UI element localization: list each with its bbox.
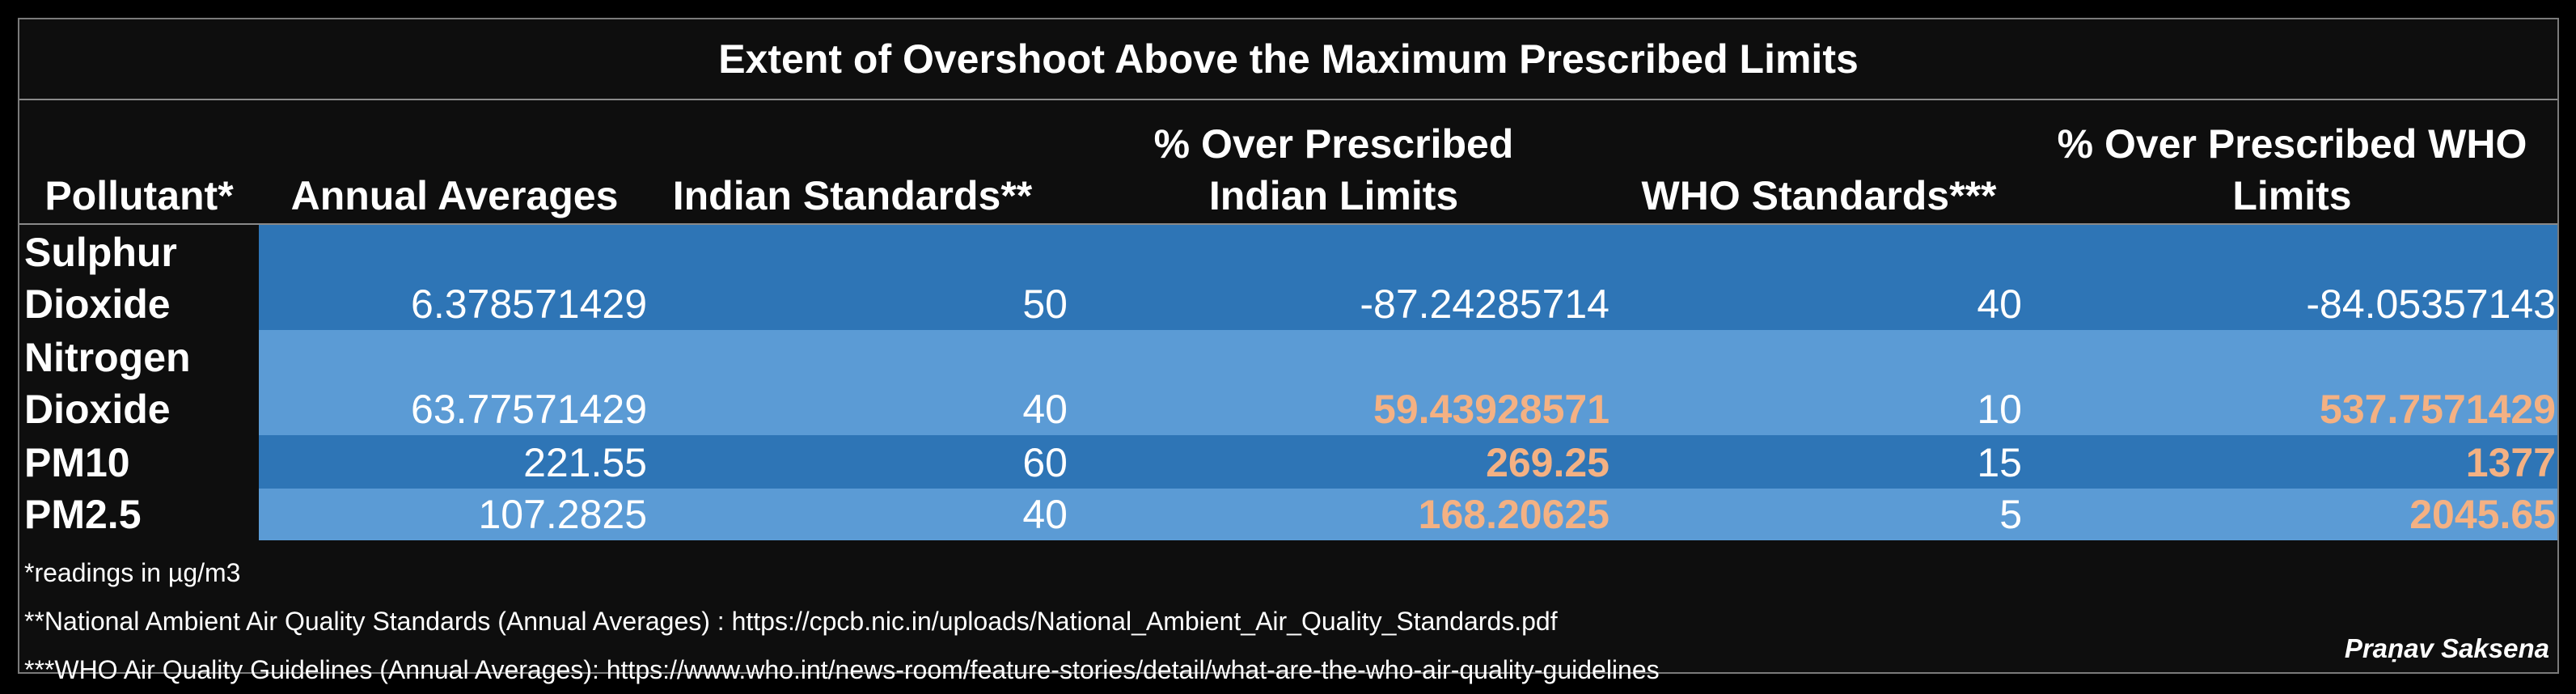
table-title: Extent of Overshoot Above the Maximum Pr… (19, 19, 2557, 100)
cell-pollutant: PM2.5 (19, 489, 259, 540)
cell-indian-standard: 40 (1022, 492, 1068, 537)
table-frame: Extent of Overshoot Above the Maximum Pr… (18, 18, 2559, 684)
table-row: Nitrogen Dioxide 63.77571429 40 59.43928571… (19, 330, 2557, 435)
header-annual-averages: Annual Averages (290, 173, 619, 218)
cell-pct-over-indian: 269.25 (1486, 440, 1609, 485)
footnote-who-source: ***WHO Air Quality Guidelines (Annual Av… (24, 655, 1660, 684)
header-pct-over-indian: % Over Prescribed Indian Limits (1153, 121, 1514, 218)
cell-pct-over-who: 1377 (2465, 440, 2556, 485)
cell-pct-over-indian: 59.43928571 (1373, 387, 1609, 432)
table-row: PM10 221.55 60 269.25 15 1377 (19, 435, 2557, 489)
cell-who-standard: 40 (1977, 281, 2022, 327)
cell-indian-standard: 50 (1022, 281, 1068, 327)
header-pct-over-who: % Over Prescribed WHO Limits (2057, 121, 2527, 218)
footnote-units: *readings in µg/m3 (24, 558, 241, 587)
header-who-standards: WHO Standards*** (1641, 173, 1997, 218)
cell-pct-over-who: -84.05357143 (2306, 281, 2556, 327)
cell-pollutant: Nitrogen Dioxide (19, 330, 259, 435)
cell-annual-average: 63.77571429 (411, 387, 647, 432)
cell-pct-over-who: 537.7571429 (2320, 387, 2556, 432)
cell-pct-over-indian: -87.24285714 (1360, 281, 1609, 327)
cell-annual-average: 6.378571429 (411, 281, 647, 327)
cell-pollutant: Sulphur Dioxide (19, 225, 259, 330)
cell-who-standard: 15 (1977, 440, 2022, 485)
author-credit: Praṇav Saksena (2344, 633, 2549, 663)
cell-who-standard: 5 (1999, 492, 2022, 537)
cell-who-standard: 10 (1977, 387, 2022, 432)
cell-indian-standard: 60 (1022, 440, 1068, 485)
footnotes: *readings in µg/m3 **National Ambient Ai… (24, 548, 1660, 694)
cell-pct-over-who: 2045.65 (2409, 492, 2556, 537)
header-indian-standards: Indian Standards** (672, 173, 1033, 218)
cell-annual-average: 107.2825 (478, 492, 647, 537)
cell-indian-standard: 40 (1022, 387, 1068, 432)
cell-pollutant: PM10 (19, 435, 259, 489)
cell-annual-average: 221.55 (523, 440, 647, 485)
header-pollutant: Pollutant* (44, 173, 234, 218)
table-body: Sulphur Dioxide 6.378571429 50 -87.24285714… (19, 225, 2557, 540)
cell-pct-over-indian: 168.20625 (1418, 492, 1609, 537)
table-row: PM2.5 107.2825 40 168.20625 5 2045.65 (19, 489, 2557, 540)
footnote-indian-source: **National Ambient Air Quality Standards… (24, 607, 1558, 636)
table-row: Sulphur Dioxide 6.378571429 50 -87.24285714… (19, 225, 2557, 330)
header-row: Pollutant* Annual Averages Indian Standa… (19, 100, 2557, 225)
